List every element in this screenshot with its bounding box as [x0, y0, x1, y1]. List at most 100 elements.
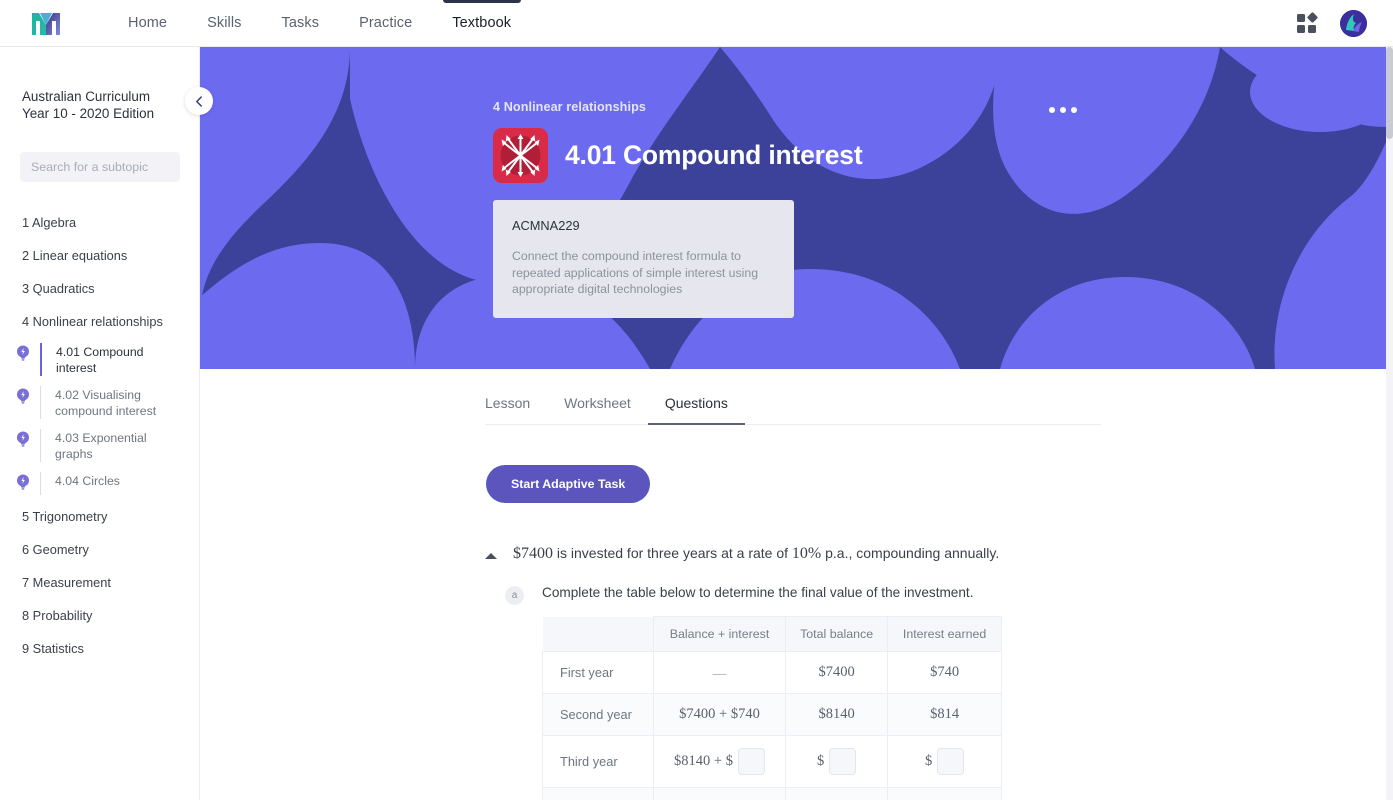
cell-value: $7400 — [818, 664, 855, 680]
radiating-arrows-icon — [493, 128, 548, 183]
sidebar-item-linear-equations[interactable]: 2 Linear equations — [22, 248, 128, 263]
more-options-icon[interactable] — [1049, 107, 1077, 113]
tab-questions[interactable]: Questions — [647, 395, 745, 425]
nav-link-practice[interactable]: Practice — [359, 15, 413, 31]
subtopic-indicator — [40, 429, 41, 462]
cell-value: $8140 — [818, 706, 855, 722]
cell-total-balance: $8140 — [785, 693, 889, 736]
sidebar-item-measurement[interactable]: 7 Measurement — [22, 575, 111, 590]
sidebar-item-algebra[interactable]: 1 Algebra — [22, 215, 77, 230]
subquestion-a: a Complete the table below to determine … — [505, 585, 1386, 800]
cell-prefix: $ — [816, 752, 825, 769]
sidebar-collapse-button[interactable] — [185, 87, 213, 115]
subquestion-body: Complete the table below to determine th… — [542, 585, 1002, 800]
cell-total-balance: $ — [785, 735, 889, 788]
subtopic-search-input[interactable] — [20, 152, 180, 182]
nav-link-tasks[interactable]: Tasks — [281, 15, 320, 31]
sidebar-subtopic-compound-interest[interactable]: 4.01 Compound interest — [0, 338, 199, 381]
nav-link-textbook[interactable]: Textbook — [432, 0, 531, 47]
question-principal: $7400 — [513, 545, 553, 562]
user-avatar[interactable] — [1340, 9, 1367, 37]
primary-nav-links: Home Skills Tasks Practice Textbook — [108, 0, 531, 47]
table-header-corner — [542, 616, 654, 652]
dot — [1060, 107, 1066, 113]
lightbulb-icon — [16, 431, 32, 452]
tab-lesson[interactable]: Lesson — [485, 395, 531, 411]
table-header-row: Balance + interest Total balance Interes… — [542, 616, 1002, 652]
question-statement: $7400 is invested for three years at a r… — [513, 545, 1386, 563]
cell-interest-earned: — — [887, 787, 1002, 800]
nav-right-actions — [1296, 9, 1367, 37]
row-label-first-year: First year — [542, 651, 654, 694]
cell-interest-earned: $ — [887, 735, 1002, 788]
question-text-end: p.a., compounding annually. — [821, 545, 1000, 561]
cell-total-balance: $7400 — [785, 651, 889, 694]
cell-value: $740 — [930, 664, 960, 680]
cell-interest-earned: $740 — [887, 651, 1002, 694]
cell-value: $814 — [930, 706, 960, 722]
sidebar-subtopic-label: 4.01 Compound interest — [56, 345, 144, 375]
cell-balance-interest: — — [652, 651, 787, 694]
curriculum-code-card: ACMNA229 Connect the compound interest f… — [493, 200, 794, 318]
question-text-middle: is invested for three years at a rate of — [553, 545, 792, 561]
table-row: Second year $7400 + $740 $8140 $814 — [542, 693, 1002, 736]
row-label-second-year: Second year — [542, 693, 654, 736]
cell-prefix: $ — [924, 752, 933, 769]
dot — [1071, 107, 1077, 113]
scrollbar-thumb[interactable] — [1386, 47, 1393, 139]
table-row: Fourth year $8954 + $ $ — — [542, 787, 1002, 800]
sidebar-chapter-list: 1 Algebra 2 Linear equations 3 Quadratic… — [0, 206, 199, 665]
sidebar-subtopic-exponential-graphs[interactable]: 4.03 Exponential graphs — [0, 424, 199, 467]
top-navigation-bar: Home Skills Tasks Practice Textbook — [0, 0, 1393, 47]
cell-balance-interest: $7400 + $740 — [652, 693, 787, 736]
sidebar-item-geometry[interactable]: 6 Geometry — [22, 542, 89, 557]
subtopic-list: 4.01 Compound interest 4.02 Visualising … — [0, 338, 199, 500]
cell-interest-earned: $814 — [887, 693, 1002, 736]
hero-content: 4 Nonlinear relationships — [200, 47, 1386, 183]
cell-balance-interest: $8140 + $ — [652, 735, 787, 788]
curriculum-code: ACMNA229 — [512, 218, 580, 233]
subtopic-active-indicator — [40, 343, 42, 376]
sidebar-item-statistics[interactable]: 9 Statistics — [22, 641, 84, 656]
sidebar-subtopic-label: 4.03 Exponential graphs — [55, 431, 147, 461]
lightbulb-icon — [16, 388, 32, 409]
table-row: First year — $7400 $740 — [542, 651, 1002, 694]
table-header-balance-interest: Balance + interest — [652, 616, 787, 652]
cell-total-balance: $ — [785, 787, 889, 800]
tab-worksheet[interactable]: Worksheet — [564, 395, 631, 411]
hero-title-row: 4.01 Compound interest — [493, 128, 1386, 183]
sidebar-subtopic-label: 4.04 Circles — [55, 474, 120, 488]
compound-interest-table: Balance + interest Total balance Interes… — [542, 616, 1002, 800]
start-adaptive-task-button[interactable]: Start Adaptive Task — [486, 465, 651, 503]
topic-hero-banner: 4 Nonlinear relationships — [200, 47, 1386, 369]
nav-link-skills[interactable]: Skills — [207, 15, 242, 31]
collapse-question-caret[interactable] — [485, 553, 497, 559]
sidebar-subtopic-visualising-compound-interest[interactable]: 4.02 Visualising compound interest — [0, 381, 199, 424]
answer-input-third-total[interactable] — [829, 748, 857, 775]
sidebar-subtopic-circles[interactable]: 4.04 Circles — [0, 467, 199, 500]
cell-prefix: $8140 + $ — [674, 752, 733, 769]
matrix-logo-icon[interactable] — [30, 10, 64, 36]
dash-placeholder: — — [712, 664, 727, 681]
chevron-left-icon — [195, 95, 202, 107]
sidebar-item-trigonometry[interactable]: 5 Trigonometry — [22, 509, 108, 524]
question-block: $7400 is invested for three years at a r… — [485, 545, 1386, 800]
answer-input-third-interest[interactable] — [937, 748, 965, 775]
page-scrollbar[interactable] — [1386, 47, 1393, 800]
answer-input-third-balance[interactable] — [737, 748, 765, 775]
table-head: Balance + interest Total balance Interes… — [542, 616, 1002, 652]
curriculum-description: Connect the compound interest formula to… — [512, 249, 759, 296]
nav-link-home[interactable]: Home — [128, 15, 168, 31]
subtopic-indicator — [40, 386, 41, 419]
grid-apps-icon[interactable] — [1296, 12, 1318, 34]
sidebar-item-quadratics[interactable]: 3 Quadratics — [22, 281, 95, 296]
subquestion-badge: a — [505, 586, 524, 605]
lightbulb-icon — [16, 474, 32, 495]
table-row: Third year $8140 + $ $ $ — [542, 735, 1002, 788]
page-title: 4.01 Compound interest — [565, 140, 863, 170]
sidebar-item-probability[interactable]: 8 Probability — [22, 608, 93, 623]
row-label-third-year: Third year — [542, 735, 654, 788]
sidebar-item-nonlinear-relationships[interactable]: 4 Nonlinear relationships — [22, 314, 163, 329]
breadcrumb[interactable]: 4 Nonlinear relationships — [493, 100, 646, 114]
sidebar-curriculum-title: Australian Curriculum Year 10 - 2020 Edi… — [22, 89, 155, 121]
